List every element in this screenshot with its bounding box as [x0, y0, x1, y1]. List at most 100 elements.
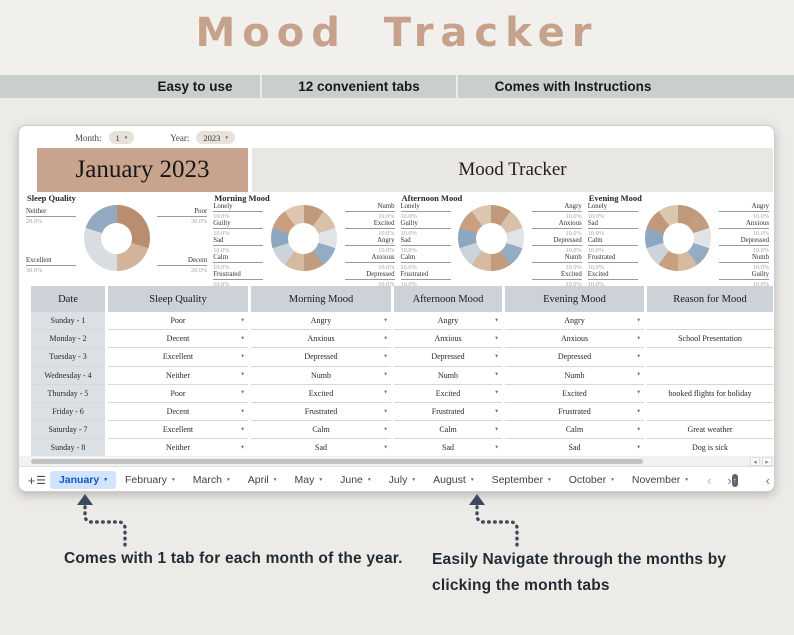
reason-cell[interactable]: Dog is sick	[647, 439, 773, 458]
cell-text: Numb	[438, 370, 458, 380]
tabs-scroll-right-icon[interactable]: ›	[727, 472, 732, 488]
add-sheet-button[interactable]: +	[27, 472, 36, 488]
slice-value: 10.0%	[752, 247, 769, 254]
afternoon-mood-cell[interactable]: Numb ▾	[394, 366, 502, 385]
date-cell: Tuesday - 3	[31, 348, 105, 367]
slice-value: 10.0%	[565, 281, 582, 288]
collapse-panel-icon[interactable]: ‹	[765, 472, 770, 488]
column-header: Sleep Quality	[108, 286, 248, 312]
sheet-tab-may[interactable]: May ▾	[286, 471, 332, 489]
sleep-mood-cell[interactable]: Decent ▾	[108, 402, 248, 422]
morning-mood-cell[interactable]: Anxious ▾	[251, 330, 391, 349]
tabs-scroll-left-icon[interactable]: ‹	[707, 472, 712, 488]
chart-label-column-left: Lonely 10.0% Guilty 10.0% Sad 10.0% Calm 10.0% F…	[400, 203, 451, 288]
evening-mood-cell[interactable]: Angry ▾	[505, 312, 644, 331]
reason-cell[interactable]	[647, 348, 773, 367]
sleep-mood-cell[interactable]: Excellent ▾	[108, 421, 248, 440]
chevron-down-icon: ▾	[124, 135, 128, 141]
chart-slice-label: Excellent 30.0%	[26, 257, 76, 274]
slice-value: 10.0%	[565, 247, 582, 254]
side-panel-icon[interactable]: ↑	[731, 473, 738, 487]
year-label: Year:	[170, 132, 190, 143]
sheet-tab-september[interactable]: September ▾	[483, 471, 560, 489]
afternoon-mood-cell[interactable]: Depressed ▾	[394, 348, 502, 367]
chart-slice-label: Sad 10.0%	[587, 220, 638, 237]
evening-mood-cell[interactable]: Depressed ▾	[505, 348, 644, 367]
sheet-tab-august[interactable]: August ▾	[424, 471, 482, 489]
page-title: Mood Tracker	[195, 10, 599, 56]
chart-slice-label: Sad 10.0%	[400, 237, 451, 254]
sheet-tab-april[interactable]: April ▾	[239, 471, 286, 489]
afternoon-mood-cell[interactable]: Angry ▾	[394, 312, 502, 331]
evening-mood-cell[interactable]: Anxious ▾	[505, 330, 644, 349]
evening-mood-cell[interactable]: Excited ▾	[505, 384, 644, 403]
cell-text: Dog is sick	[692, 443, 728, 453]
cell-text: Neither	[166, 443, 190, 453]
cell-text: Anxious	[560, 334, 589, 344]
year-dropdown[interactable]: 2023 ▾	[196, 131, 235, 144]
reason-cell[interactable]: School Presentation	[647, 330, 773, 349]
sheet-tab-january[interactable]: January ▾	[49, 471, 116, 489]
reason-cell[interactable]: booked flights for holiday	[647, 384, 773, 403]
slice-name: Excited	[344, 220, 395, 229]
evening-mood-cell[interactable]: Frustrated ▾	[505, 402, 644, 422]
chart-slice-label: Calm 10.0%	[213, 254, 264, 271]
chevron-down-icon: ▾	[547, 477, 551, 483]
donut-hole	[662, 222, 694, 254]
morning-mood-cell[interactable]: Calm ▾	[251, 421, 391, 440]
sheet-tab-march[interactable]: March ▾	[184, 471, 239, 489]
cell-text: Tuesday - 3	[49, 352, 87, 362]
annotation-left: Comes with 1 tab for each month of the y…	[64, 550, 403, 567]
slice-name: Sad	[587, 220, 638, 229]
chevron-down-icon: ▾	[226, 477, 230, 483]
chart-panel-morning-mood: Morning Mood Lonely 10.0% Guilty 10.0% Sad 10.…	[210, 192, 397, 288]
afternoon-mood-cell[interactable]: Sad ▾	[394, 439, 502, 458]
morning-mood-cell[interactable]: Angry ▾	[251, 312, 391, 331]
slice-name: Numb	[719, 254, 769, 263]
donut-chart	[83, 205, 150, 271]
afternoon-mood-cell[interactable]: Calm ▾	[394, 421, 502, 440]
sleep-mood-cell[interactable]: Excellent ▾	[108, 348, 248, 367]
slice-name: Excited	[531, 271, 582, 280]
morning-mood-cell[interactable]: Excited ▾	[251, 384, 391, 403]
afternoon-mood-cell[interactable]: Frustrated ▾	[394, 402, 502, 422]
sleep-mood-cell[interactable]: Poor ▾	[108, 384, 248, 403]
cell-text: Frustrated	[558, 407, 591, 417]
sheet-tab-july[interactable]: July ▾	[380, 471, 424, 489]
chart-slice-label: Lonely 10.0%	[213, 203, 264, 220]
morning-mood-cell[interactable]: Sad ▾	[251, 439, 391, 458]
sleep-mood-cell[interactable]: Neither ▾	[108, 366, 248, 385]
sheet-tab-june[interactable]: June ▾	[331, 471, 380, 489]
sleep-mood-cell[interactable]: Decent ▾	[108, 330, 248, 349]
scroll-left-icon[interactable]: ◂	[750, 457, 760, 466]
sleep-mood-cell[interactable]: Poor ▾	[108, 312, 248, 331]
donut-chart	[270, 205, 337, 271]
scroll-right-icon[interactable]: ▸	[762, 457, 772, 466]
sleep-mood-cell[interactable]: Neither ▾	[108, 439, 248, 458]
reason-cell[interactable]: Great weather	[647, 421, 773, 440]
evening-mood-cell[interactable]: Sad ▾	[505, 439, 644, 458]
dropdown-caret-icon: ▾	[241, 353, 244, 360]
all-sheets-menu-icon[interactable]: ☰	[36, 474, 46, 487]
reason-cell[interactable]	[647, 402, 773, 422]
afternoon-mood-cell[interactable]: Excited ▾	[394, 384, 502, 403]
evening-mood-cell[interactable]: Numb ▾	[505, 366, 644, 385]
evening-mood-cell[interactable]: Calm ▾	[505, 421, 644, 440]
annotation-right-line1: Easily Navigate through the months by	[432, 551, 727, 568]
chart-slice-label: Calm 10.0%	[400, 254, 451, 271]
month-dropdown[interactable]: 1 ▾	[108, 131, 135, 144]
morning-mood-cell[interactable]: Depressed ▾	[251, 348, 391, 367]
feature-bar: Easy to use 12 convenient tabs Comes with …	[0, 75, 794, 98]
scrollbar-thumb[interactable]	[31, 459, 643, 464]
slice-value: 10.0%	[400, 247, 417, 254]
sheet-tab-november[interactable]: November ▾	[623, 471, 697, 489]
dropdown-caret-icon: ▾	[637, 389, 640, 396]
morning-mood-cell[interactable]: Frustrated ▾	[251, 402, 391, 422]
sheet-tab-february[interactable]: February ▾	[116, 471, 184, 489]
reason-cell[interactable]	[647, 312, 773, 331]
afternoon-mood-cell[interactable]: Anxious ▾	[394, 330, 502, 349]
sheet-tab-october[interactable]: October ▾	[560, 471, 623, 489]
chart-slice-label: Anxious 10.0%	[531, 220, 582, 237]
reason-cell[interactable]	[647, 366, 773, 385]
morning-mood-cell[interactable]: Numb ▾	[251, 366, 391, 385]
